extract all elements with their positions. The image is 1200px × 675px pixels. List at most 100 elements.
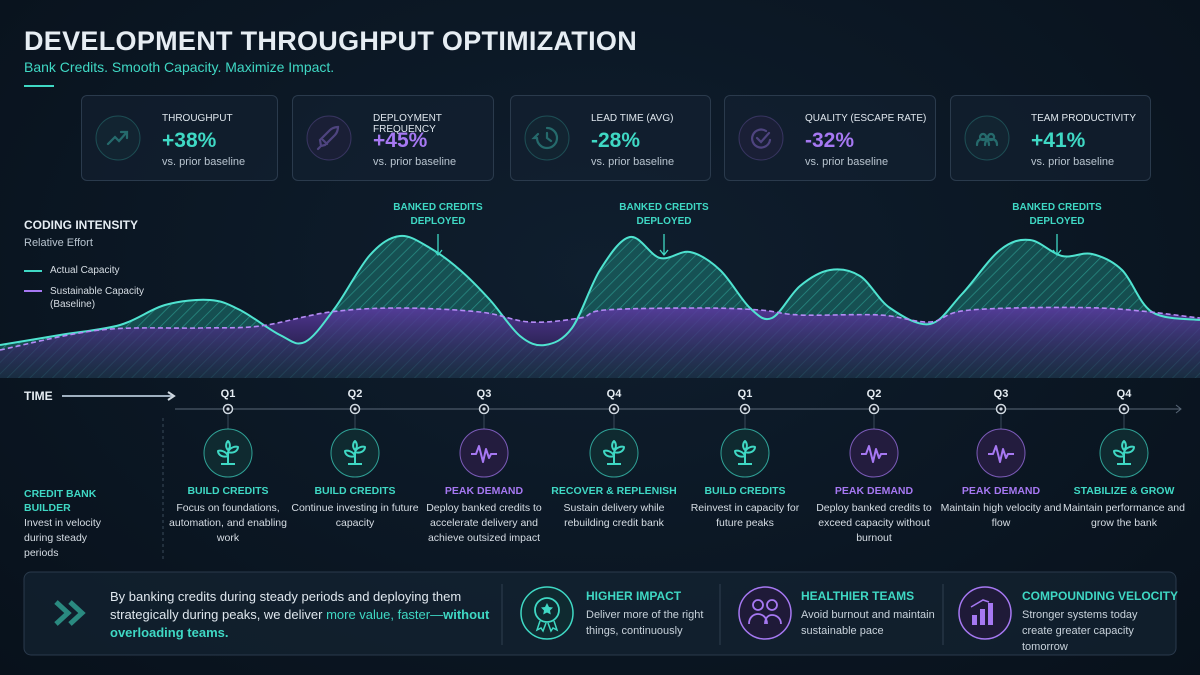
phase-title: BUILD CREDITS	[187, 485, 269, 497]
time-label: TIME	[24, 389, 53, 403]
legend-entry: Actual Capacity	[50, 265, 120, 276]
quarter-dot	[482, 407, 486, 411]
kpi-note: vs. prior baseline	[162, 156, 246, 168]
phase-icon	[976, 428, 1026, 478]
benefit-text: Stronger systems today create greater ca…	[1022, 609, 1138, 653]
kpi-card: QUALITY (ESCAPE RATE) -32% vs. prior basel…	[724, 95, 936, 181]
phase-glyph	[861, 445, 887, 463]
baseline-area	[0, 307, 1200, 378]
phase-text: Sustain delivery while rebuilding credit…	[563, 502, 665, 529]
phase: PEAK DEMAND Deploy banked credits to acce…	[419, 485, 549, 546]
chart-title: CODING INTENSITY	[24, 218, 139, 232]
message-text: By banking credits during steady periods…	[110, 589, 462, 622]
kpi-label: QUALITY (ESCAPE RATE)	[805, 113, 927, 124]
phase-text: Focus on foundations, automation, and en…	[169, 502, 287, 544]
kpi-card: LEAD TIME (AVG) -28% vs. prior baseline	[510, 95, 711, 181]
phase: BUILD CREDITS Reinvest in capacity for fu…	[680, 485, 810, 531]
actual-line	[0, 234, 1200, 347]
chart-subtitle: Relative Effort	[24, 237, 93, 249]
phase-glyph	[603, 440, 625, 465]
benefit-text: Deliver more of the right things, contin…	[586, 609, 704, 637]
kpi-value: -32%	[805, 129, 855, 152]
annotation-arrows	[433, 234, 1062, 257]
kpi-card: DEPLOYMENT FREQUENCY +45% vs. prior baseli…	[292, 95, 494, 181]
chevrons	[54, 600, 86, 626]
quarter-dot	[743, 407, 747, 411]
phase-title: RECOVER & REPLENISH	[551, 485, 677, 497]
phase-icon	[849, 428, 899, 478]
kpi-value: +38%	[162, 129, 217, 152]
timeline-nodes	[203, 403, 1149, 478]
phase-icon	[459, 428, 509, 478]
kpi-value: +45%	[373, 129, 428, 152]
phase-glyph	[1113, 440, 1135, 465]
quarter-label: Q2	[866, 388, 882, 400]
baseline-line	[0, 306, 1200, 351]
kpi-label: THROUGHPUT	[162, 113, 233, 124]
title: DEVELOPMENT THROUGHPUT OPTIMIZATION	[24, 26, 637, 56]
kpi-label: DEPLOYMENT FREQUENCY	[373, 113, 442, 135]
quarter-dot	[226, 407, 230, 411]
phase-glyph	[734, 440, 756, 465]
phase-glyph	[217, 440, 239, 465]
phase-title: STABILIZE & GROW	[1073, 485, 1175, 497]
quarter-label: Q3	[993, 388, 1009, 400]
phase: BUILD CREDITS Focus on foundations, autom…	[163, 485, 293, 546]
phase: STABILIZE & GROW Maintain performance and…	[1059, 485, 1189, 531]
phase-text: Maintain performance and grow the bank	[1063, 502, 1185, 529]
phase: BUILD CREDITS Continue investing in futur…	[290, 485, 420, 531]
quarter-label: Q4	[606, 388, 622, 400]
kpi-note: vs. prior baseline	[1031, 156, 1115, 168]
kpi-note: vs. prior baseline	[591, 156, 675, 168]
quarter-label: Q4	[1116, 388, 1132, 400]
quarter-label: Q3	[476, 388, 492, 400]
subtitle: Bank Credits. Smooth Capacity. Maximize …	[24, 59, 335, 75]
annotation: BANKED CREDITS DEPLOYED	[1012, 202, 1102, 227]
kpi-note: vs. prior baseline	[805, 156, 889, 168]
phase-glyph	[988, 445, 1014, 463]
phase-title: BUILD CREDITS	[314, 485, 396, 497]
intro-text: Invest in velocity during steady periods	[24, 517, 102, 559]
phase-title: PEAK DEMAND	[834, 485, 914, 497]
phase-text: Deploy banked credits to accelerate deli…	[426, 502, 542, 544]
kpi-value: -28%	[591, 129, 641, 152]
benefit-title: HEALTHIER TEAMS	[801, 589, 915, 603]
phase-text: Continue investing in future capacity	[291, 502, 419, 529]
phase-title: BUILD CREDITS	[704, 485, 786, 497]
phase-text: Deploy banked credits to exceed capacity…	[816, 502, 932, 544]
quarter-label: Q1	[220, 388, 236, 400]
phase: PEAK DEMAND Maintain high velocity and fl…	[936, 485, 1066, 531]
footer-dividers	[501, 584, 944, 645]
time-arrow	[167, 391, 176, 401]
benefit-icons	[520, 586, 1012, 640]
kpi-label: LEAD TIME (AVG)	[591, 113, 674, 124]
footer-box	[23, 571, 1177, 656]
kpi-label: TEAM PRODUCTIVITY	[1031, 113, 1137, 124]
phase-glyph	[471, 445, 497, 463]
footer-message: By banking credits during steady periods…	[110, 588, 490, 642]
benefit-title: HIGHER IMPACT	[586, 589, 682, 603]
timeline-axis	[1175, 404, 1182, 414]
kpi-card: TEAM PRODUCTIVITY +41% vs. prior baseline	[950, 95, 1151, 181]
annotation: BANKED CREDITS DEPLOYED	[393, 202, 483, 227]
benefit-text: Avoid burnout and maintain sustainable p…	[801, 609, 935, 637]
phase-text: Maintain high velocity and flow	[940, 502, 1062, 529]
benefit-title: COMPOUNDING VELOCITY	[1022, 589, 1179, 603]
kpi-card: THROUGHPUT +38% vs. prior baseline	[81, 95, 278, 181]
phase-glyph	[344, 440, 366, 465]
phase-text: Reinvest in capacity for future peaks	[690, 502, 800, 529]
quarter-label: Q2	[347, 388, 363, 400]
message-highlight: without overloading teams.	[110, 607, 490, 640]
quarter-label: Q1	[737, 388, 753, 400]
legend-entry: Sustainable Capacity (Baseline)	[50, 286, 144, 310]
annotation: BANKED CREDITS DEPLOYED	[619, 202, 709, 227]
phase: RECOVER & REPLENISH Sustain delivery whil…	[549, 485, 679, 531]
quarter-dot	[612, 407, 616, 411]
phase-title: PEAK DEMAND	[444, 485, 524, 497]
quarter-dot	[1122, 407, 1126, 411]
message-highlight: more value, faster—	[326, 607, 444, 622]
kpi-value: +41%	[1031, 129, 1086, 152]
quarter-dot	[353, 407, 357, 411]
quarter-dot	[872, 407, 876, 411]
